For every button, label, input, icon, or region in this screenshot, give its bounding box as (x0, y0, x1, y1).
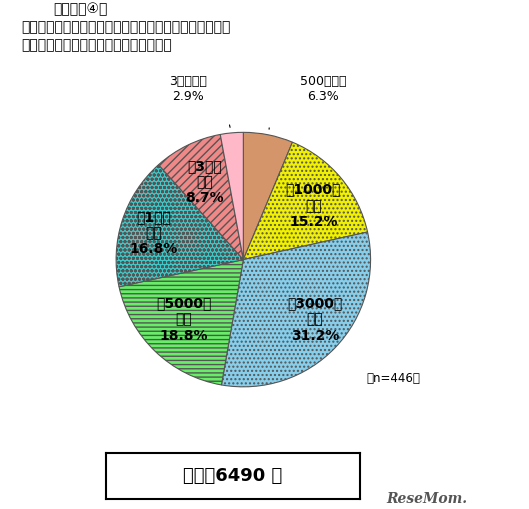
Text: （グラフ④）: （グラフ④） (53, 3, 107, 17)
Text: ～3万円
未満
8.7%: ～3万円 未満 8.7% (185, 159, 224, 205)
Text: 平均：6490 円: 平均：6490 円 (183, 467, 282, 485)
Text: 500円未満
6.3%: 500円未満 6.3% (299, 75, 346, 103)
Wedge shape (159, 134, 243, 260)
Wedge shape (222, 232, 371, 387)
Text: （n=446）: （n=446） (366, 373, 420, 385)
Text: ReseMom.: ReseMom. (386, 492, 467, 506)
Text: ～1000円
未満
15.2%: ～1000円 未満 15.2% (286, 183, 341, 229)
Text: ～3000円
未満
31.2%: ～3000円 未満 31.2% (287, 296, 342, 343)
Wedge shape (243, 132, 293, 260)
Text: ～1万円
未満
16.8%: ～1万円 未満 16.8% (129, 210, 178, 257)
Text: 3万円以上
2.9%: 3万円以上 2.9% (169, 75, 207, 103)
Wedge shape (243, 142, 368, 260)
Text: 「ごく一般の家庭では、この程度が平均的な義援・支援: 「ごく一般の家庭では、この程度が平均的な義援・支援 (21, 20, 231, 35)
Text: 金の金額ではないか」と感じる金額は？: 金の金額ではないか」と感じる金額は？ (21, 38, 172, 52)
Wedge shape (119, 260, 243, 385)
Wedge shape (220, 132, 243, 260)
Wedge shape (116, 165, 243, 287)
Text: ～5000円
未満
18.8%: ～5000円 未満 18.8% (156, 296, 212, 343)
